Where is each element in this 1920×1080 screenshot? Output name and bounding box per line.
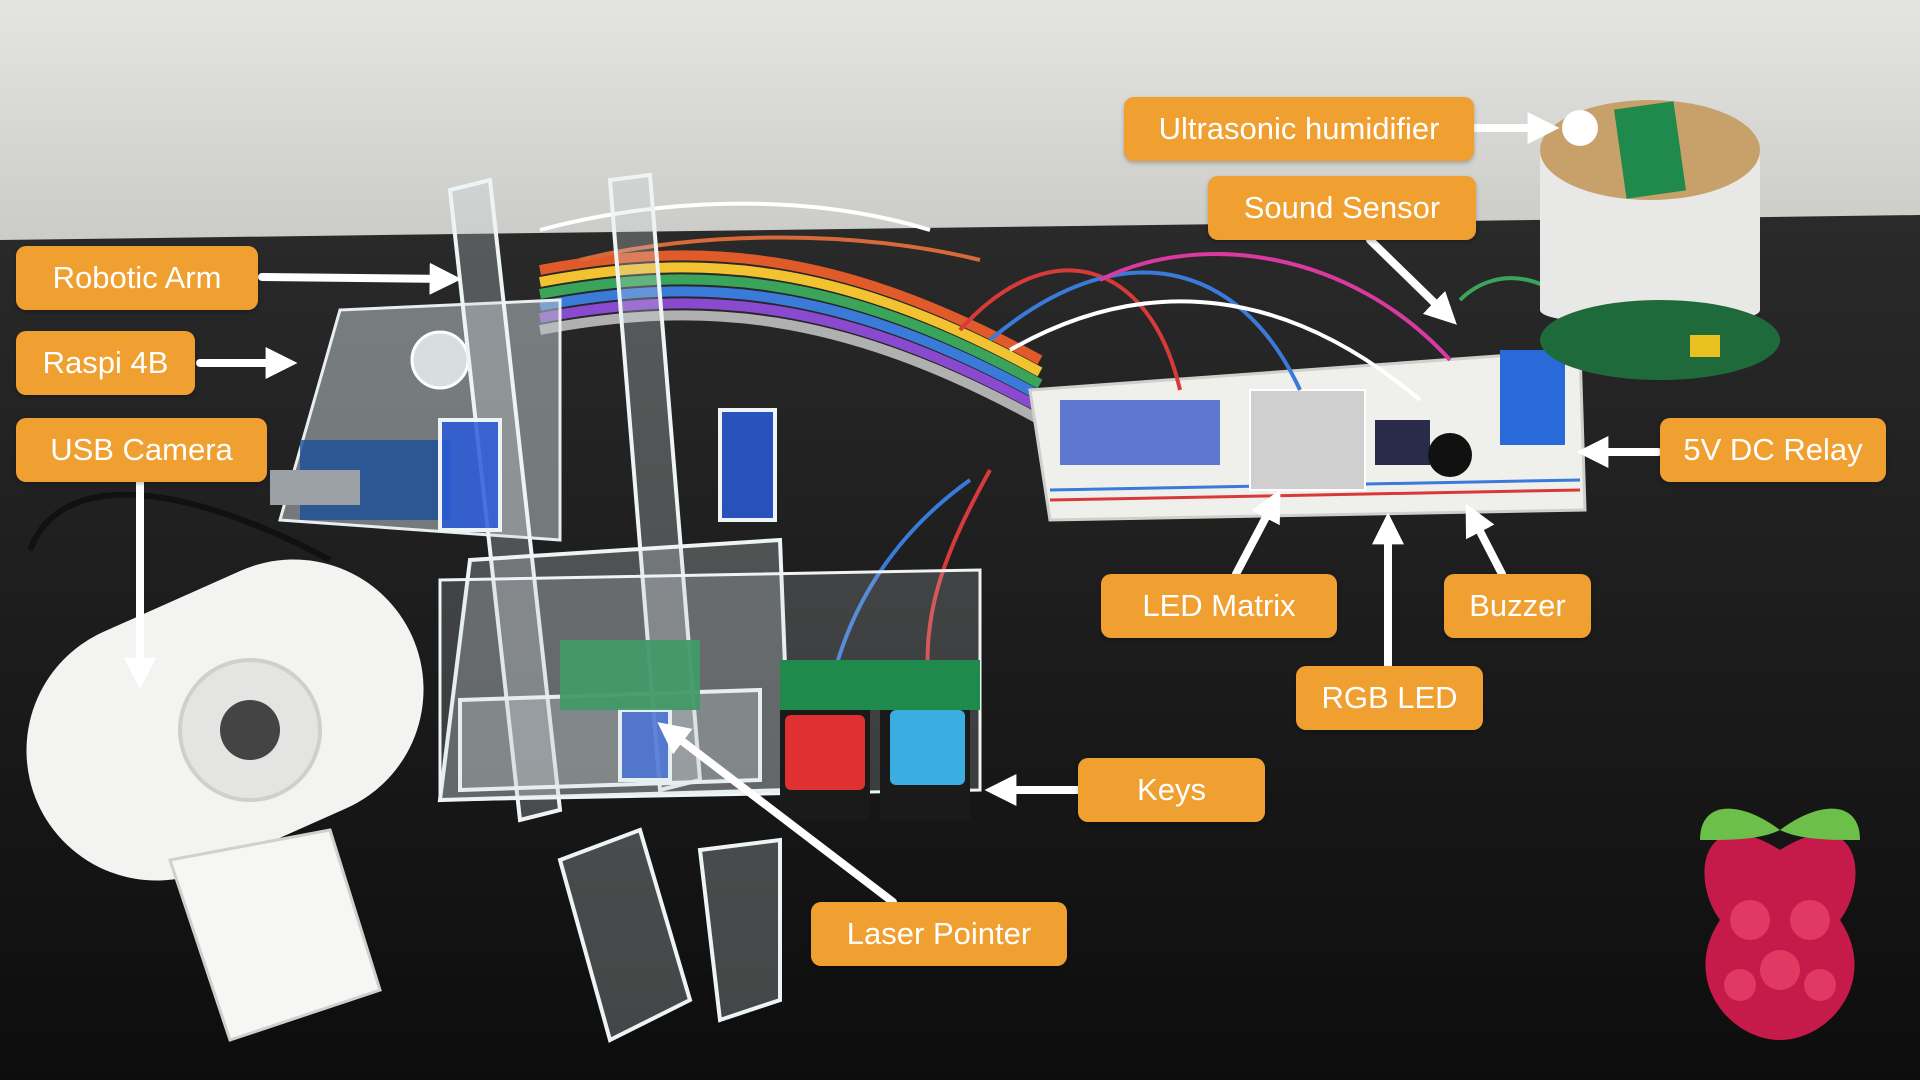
label-keys: Keys <box>1078 758 1265 822</box>
label-raspi-4b: Raspi 4B <box>16 331 195 395</box>
breadboard <box>1028 348 1587 522</box>
robotic-arm <box>437 172 793 1043</box>
label-ultrasonic-humidifier: Ultrasonic humidifier <box>1124 97 1474 161</box>
label-laser-pointer: Laser Pointer <box>811 902 1067 966</box>
arrow-led-matrix <box>1232 489 1281 578</box>
annotation-arrows <box>124 112 1662 906</box>
arrow-buzzer <box>1465 503 1506 578</box>
ultrasonic-humidifier <box>1540 100 1780 380</box>
label-buzzer: Buzzer <box>1444 574 1591 638</box>
usb-camera <box>26 491 424 1042</box>
label-sound-sensor: Sound Sensor <box>1208 176 1476 240</box>
raspberry-pi-logo <box>1700 808 1860 1040</box>
label-led-matrix: LED Matrix <box>1101 574 1337 638</box>
label-relay: 5V DC Relay <box>1660 418 1886 482</box>
label-usb-camera: USB Camera <box>16 418 267 482</box>
arrow-robotic-arm <box>258 262 462 295</box>
label-robotic-arm: Robotic Arm <box>16 246 258 310</box>
label-rgb-led: RGB LED <box>1296 666 1483 730</box>
arrow-laser-pointer <box>657 722 897 906</box>
arrow-sound-sensor <box>1366 236 1457 325</box>
ribbon-cable <box>539 250 1043 425</box>
key-buttons <box>780 660 980 820</box>
